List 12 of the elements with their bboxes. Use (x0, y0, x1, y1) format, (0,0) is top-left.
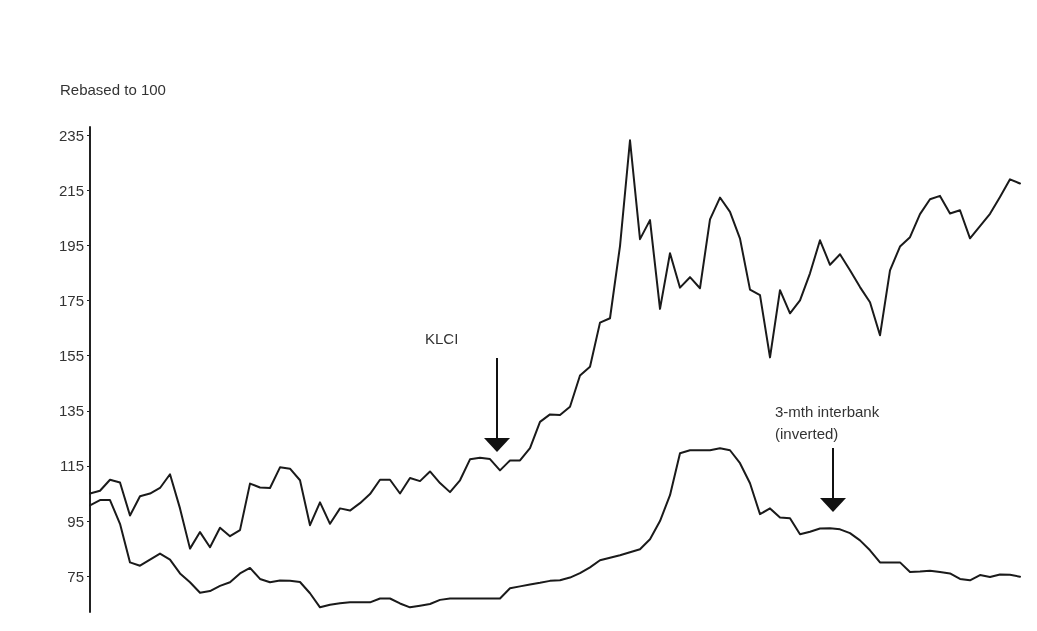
annotation: KLCI (425, 329, 459, 347)
y-tick-label: 75 (67, 567, 84, 585)
y-tick-label: 195 (58, 236, 84, 254)
y-tick-label: 115 (60, 457, 84, 475)
y-tick-label: 155 (58, 347, 84, 365)
annotation: 3-mth interbank (inverted) (775, 402, 884, 442)
y-tick-label: 95 (67, 512, 84, 530)
y-tick-label: 235 (58, 126, 84, 144)
y-tick-label: 215 (58, 181, 84, 199)
y-tick-label: 175 (58, 292, 84, 310)
y-tick-label: 135 (58, 402, 84, 420)
y-axis-title: Rebased to 100 (60, 81, 166, 98)
